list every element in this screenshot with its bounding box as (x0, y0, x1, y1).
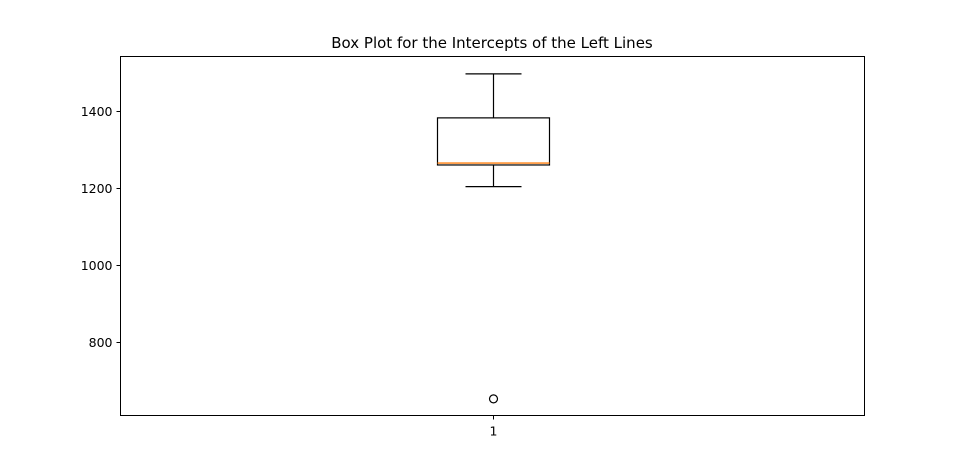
outlier-point (488, 394, 499, 404)
plot-frame (120, 56, 865, 416)
y-tick-label: 800 (89, 335, 113, 350)
x-axis: 1 (490, 415, 498, 439)
chart-title: Box Plot for the Intercepts of the Left … (331, 34, 653, 52)
box-iqr (436, 117, 551, 166)
x-tick-label: 1 (490, 424, 498, 439)
y-tick-label: 1400 (81, 104, 113, 119)
y-tick-label: 1200 (81, 181, 113, 196)
y-tick-label: 1000 (81, 258, 113, 273)
box-group (436, 73, 551, 404)
y-axis: 800 1000 1200 1400 (81, 104, 121, 350)
